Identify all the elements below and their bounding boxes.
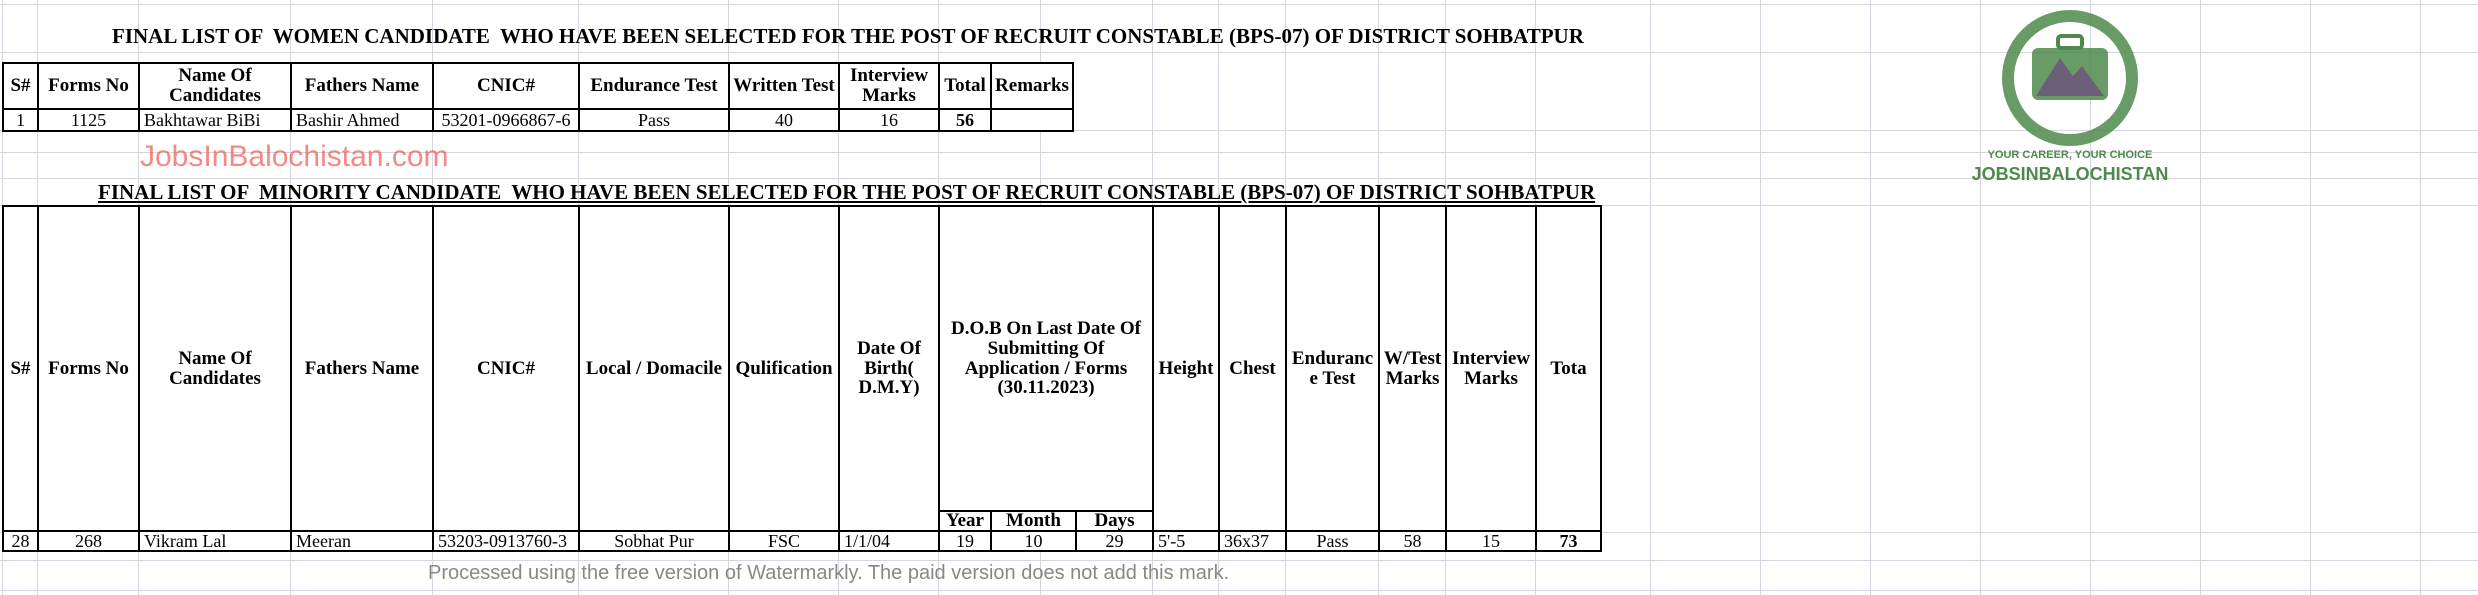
- site-watermark: JobsInBalochistan.com: [140, 140, 449, 173]
- gridline: [0, 152, 2478, 153]
- table-cell: 53203-0913760-3: [432, 530, 580, 552]
- gridline: [2090, 0, 2091, 595]
- table-cell: 16: [838, 108, 940, 132]
- watermarkly-notice: Processed using the free version of Wate…: [428, 562, 1230, 584]
- gridline: [2420, 0, 2421, 595]
- gridline: [0, 178, 2478, 179]
- table-cell: FSC: [728, 530, 840, 552]
- table-cell: Sobhat Pur: [578, 530, 730, 552]
- column-header: Fathers Name: [290, 62, 434, 110]
- column-header: Remarks: [990, 62, 1074, 110]
- column-header: Name Of Candidates: [138, 205, 292, 532]
- table-cell: 36x37: [1218, 530, 1287, 552]
- table-cell: Bakhtawar BiBi: [138, 108, 292, 132]
- table-cell: Bashir Ahmed: [290, 108, 434, 132]
- table-cell: 29: [1075, 530, 1154, 552]
- gridline: [2200, 0, 2201, 595]
- table-cell: 15: [1445, 530, 1537, 552]
- gridline: [0, 560, 2478, 561]
- column-header: Fathers Name: [290, 205, 434, 532]
- column-header: Date Of Birth( D.M.Y): [838, 205, 940, 532]
- column-header: CNIC#: [432, 205, 580, 532]
- table-cell: 5'-5: [1152, 530, 1220, 552]
- table-cell: 19: [938, 530, 992, 552]
- logo-slogan: YOUR CAREER, YOUR CHOICE: [1988, 149, 2153, 161]
- column-header: Interview Marks: [1445, 205, 1537, 532]
- table-cell: 58: [1378, 530, 1447, 552]
- gridline: [0, 52, 2478, 53]
- gridline: [1760, 0, 1761, 595]
- column-header: Endurance Test: [1285, 205, 1380, 532]
- dob-subheader: Days: [1075, 510, 1154, 532]
- column-header: W/Test Marks: [1378, 205, 1447, 532]
- women-list-title: FINAL LIST OF WOMEN CANDIDATE WHO HAVE B…: [112, 24, 1584, 48]
- column-header: CNIC#: [432, 62, 580, 110]
- table-cell: 53201-0966867-6: [432, 108, 580, 132]
- gridline: [1870, 0, 1871, 595]
- gridline: [0, 130, 2478, 131]
- table-cell: 10: [990, 530, 1077, 552]
- column-header: Forms No: [37, 205, 140, 532]
- column-header: Chest: [1218, 205, 1287, 532]
- column-header: S#: [2, 62, 39, 110]
- gridline: [0, 590, 2478, 591]
- table-cell: [990, 108, 1074, 132]
- table-cell: Vikram Lal: [138, 530, 292, 552]
- column-header: Qulification: [728, 205, 840, 532]
- column-header: Interview Marks: [838, 62, 940, 110]
- gridline: [1980, 0, 1981, 595]
- table-cell: 40: [728, 108, 840, 132]
- table-cell: 1/1/04: [838, 530, 940, 552]
- table-cell: 268: [37, 530, 140, 552]
- table-cell: Pass: [578, 108, 730, 132]
- column-header: S#: [2, 205, 39, 532]
- column-header: Endurance Test: [578, 62, 730, 110]
- column-header: Name Of Candidates: [138, 62, 292, 110]
- dob-subheader: Month: [990, 510, 1077, 532]
- column-header: D.O.B On Last Date Of Submitting Of Appl…: [938, 205, 1154, 512]
- column-header: Height: [1152, 205, 1220, 532]
- column-header: Written Test: [728, 62, 840, 110]
- table-cell: 1: [2, 108, 39, 132]
- minority-list-title: FINAL LIST OF MINORITY CANDIDATE WHO HAV…: [98, 180, 1596, 204]
- column-header: Forms No: [37, 62, 140, 110]
- table-cell: 28: [2, 530, 39, 552]
- jobsinbalochistan-logo: YOUR CAREER, YOUR CHOICE JOBSINBALOCHIST…: [1960, 6, 2180, 191]
- logo-text: JOBSINBALOCHISTAN: [1972, 164, 2169, 184]
- gridline: [2310, 0, 2311, 595]
- table-cell: 73: [1535, 530, 1602, 552]
- table-cell: Meeran: [290, 530, 434, 552]
- gridline: [0, 4, 2478, 5]
- table-cell: 1125: [37, 108, 140, 132]
- column-header: Local / Domacile: [578, 205, 730, 532]
- table-cell: Pass: [1285, 530, 1380, 552]
- gridline: [1650, 0, 1651, 595]
- table-cell: 56: [938, 108, 992, 132]
- column-header: Tota: [1535, 205, 1602, 532]
- column-header: Total: [938, 62, 992, 110]
- dob-subheader: Year: [938, 510, 992, 532]
